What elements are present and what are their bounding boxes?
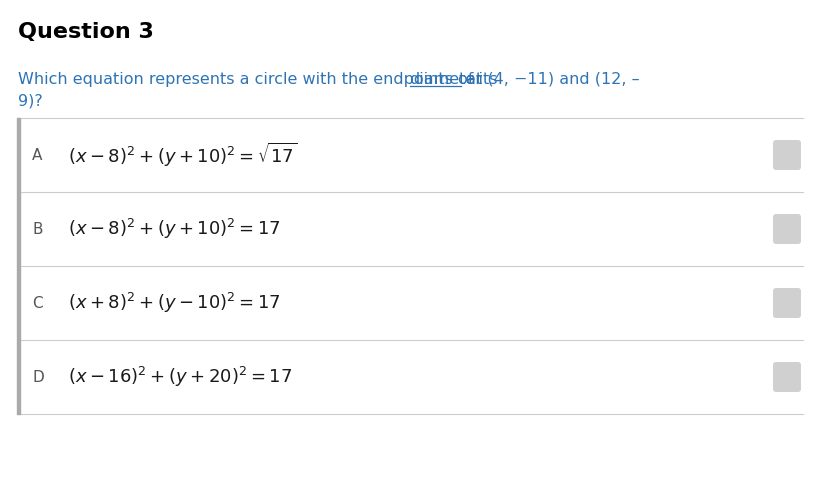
FancyBboxPatch shape	[772, 214, 800, 244]
Text: D: D	[32, 369, 43, 385]
FancyBboxPatch shape	[772, 288, 800, 318]
Text: diameter: diameter	[410, 72, 482, 87]
Text: $(x-8)^2+(y+10)^2=\sqrt{17}$: $(x-8)^2+(y+10)^2=\sqrt{17}$	[68, 141, 297, 169]
Text: $(x-8)^2+(y+10)^2=17$: $(x-8)^2+(y+10)^2=17$	[68, 217, 281, 241]
Text: A: A	[32, 147, 43, 163]
Text: Which equation represents a circle with the endpoints of its: Which equation represents a circle with …	[18, 72, 502, 87]
Text: B: B	[32, 222, 43, 237]
Text: at (4, −11) and (12, –: at (4, −11) and (12, –	[460, 72, 639, 87]
Text: 9)?: 9)?	[18, 94, 43, 109]
FancyBboxPatch shape	[772, 362, 800, 392]
Text: $(x+8)^2+(y-10)^2=17$: $(x+8)^2+(y-10)^2=17$	[68, 291, 281, 315]
FancyBboxPatch shape	[772, 140, 800, 170]
Text: $(x-16)^2+(y+20)^2=17$: $(x-16)^2+(y+20)^2=17$	[68, 365, 292, 389]
Text: Question 3: Question 3	[18, 22, 154, 42]
Bar	[17, 118, 20, 414]
Text: C: C	[32, 296, 43, 310]
